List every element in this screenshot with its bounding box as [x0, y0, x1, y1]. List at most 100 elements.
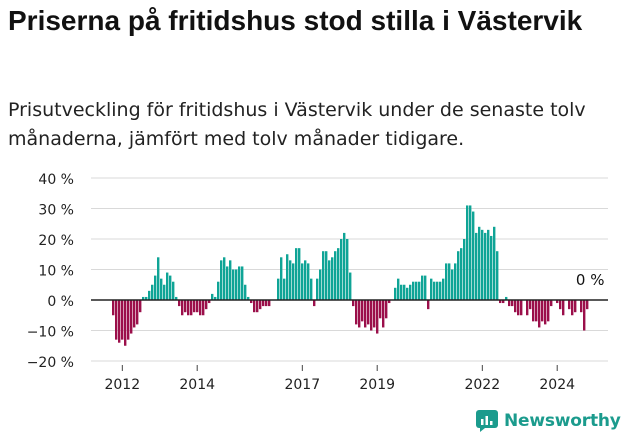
bar: [466, 205, 469, 300]
bar: [142, 296, 145, 300]
bar: [439, 281, 442, 300]
bar: [280, 257, 283, 300]
bar: [220, 260, 223, 300]
bar: [187, 300, 190, 316]
bar: [127, 300, 130, 340]
bar: [310, 278, 313, 300]
bar: [202, 300, 205, 316]
bar: [112, 300, 115, 316]
bar: [226, 266, 229, 300]
bar: [148, 290, 151, 300]
bar: [247, 296, 250, 300]
bar: [472, 211, 475, 300]
chart-title: Priserna på fritidshus stod stilla i Väs…: [8, 5, 583, 36]
bar: [436, 281, 439, 300]
bar: [208, 300, 211, 304]
bar: [340, 239, 343, 300]
bar: [367, 300, 370, 325]
bar: [574, 300, 577, 313]
brand-logo[interactable]: Newsworthy: [476, 408, 621, 434]
last-value-label: 0 %: [576, 271, 605, 289]
bar: [154, 275, 157, 300]
bar: [454, 263, 457, 300]
bar: [124, 300, 127, 346]
bar: [547, 300, 550, 322]
y-tick-label: −20 %: [27, 355, 74, 371]
bar: [481, 229, 484, 300]
bar: [193, 300, 196, 313]
bar: [541, 300, 544, 322]
bar: [511, 300, 514, 307]
bar: [406, 287, 409, 300]
bar: [223, 257, 226, 300]
bar: [394, 287, 397, 300]
bar: [337, 248, 340, 300]
bar: [358, 300, 361, 328]
bar: [418, 281, 421, 300]
bar: [244, 284, 247, 300]
bar: [166, 272, 169, 300]
y-tick-label: 10 %: [38, 264, 74, 280]
bar: [520, 300, 523, 316]
bar: [448, 263, 451, 300]
bar: [217, 281, 220, 300]
bar: [376, 300, 379, 334]
bar: [196, 300, 199, 313]
bar: [115, 300, 118, 340]
bar: [388, 300, 391, 304]
bar: [364, 300, 367, 328]
bar: [550, 300, 553, 307]
bar: [415, 281, 418, 300]
bar: [163, 284, 166, 300]
bar: [556, 300, 559, 304]
bar: [265, 300, 268, 307]
x-tick-label: 2022: [464, 377, 500, 393]
bar: [427, 300, 430, 310]
bar: [178, 300, 181, 307]
bar: [211, 293, 214, 300]
bar: [289, 260, 292, 300]
bar: [232, 269, 235, 300]
x-tick-label: 2017: [284, 377, 320, 393]
x-axis-ticks: 2012 2014 2017 2019 2022 2024: [104, 365, 575, 393]
bar: [184, 300, 187, 313]
bar: [580, 300, 583, 313]
bar: [331, 257, 334, 300]
bar: [295, 248, 298, 300]
bar: [307, 263, 310, 300]
newsworthy-logo-icon: [476, 410, 498, 432]
bar: [424, 275, 427, 300]
y-tick-label: −10 %: [27, 325, 74, 341]
bar: [235, 269, 238, 300]
bar: [229, 260, 232, 300]
bar: [316, 278, 319, 300]
bar: [286, 254, 289, 300]
brand-name: Newsworthy: [504, 411, 621, 431]
bar: [313, 300, 316, 307]
bar: [460, 248, 463, 300]
bar: [253, 300, 256, 313]
bar: [508, 300, 511, 307]
bar: [526, 300, 529, 316]
bar: [502, 300, 505, 304]
bar: [160, 278, 163, 300]
bar: [325, 251, 328, 300]
y-axis-ticks: −20 % −10 % 0 % 10 % 20 % 30 % 40 %: [27, 172, 74, 371]
bar: [499, 300, 502, 304]
bar: [463, 239, 466, 300]
bar: [487, 229, 490, 300]
bar: [199, 300, 202, 316]
bar: [205, 300, 208, 310]
chart-subtitle: Prisutveckling för fritidshus i Västervi…: [8, 99, 586, 150]
bar: [292, 263, 295, 300]
bar: [583, 300, 586, 331]
x-tick-label: 2024: [539, 377, 575, 393]
bar: [457, 251, 460, 300]
bar: [538, 300, 541, 328]
bar: [529, 300, 532, 310]
bar: [433, 281, 436, 300]
bar: [421, 275, 424, 300]
bar: [346, 239, 349, 300]
bar: [250, 300, 253, 304]
